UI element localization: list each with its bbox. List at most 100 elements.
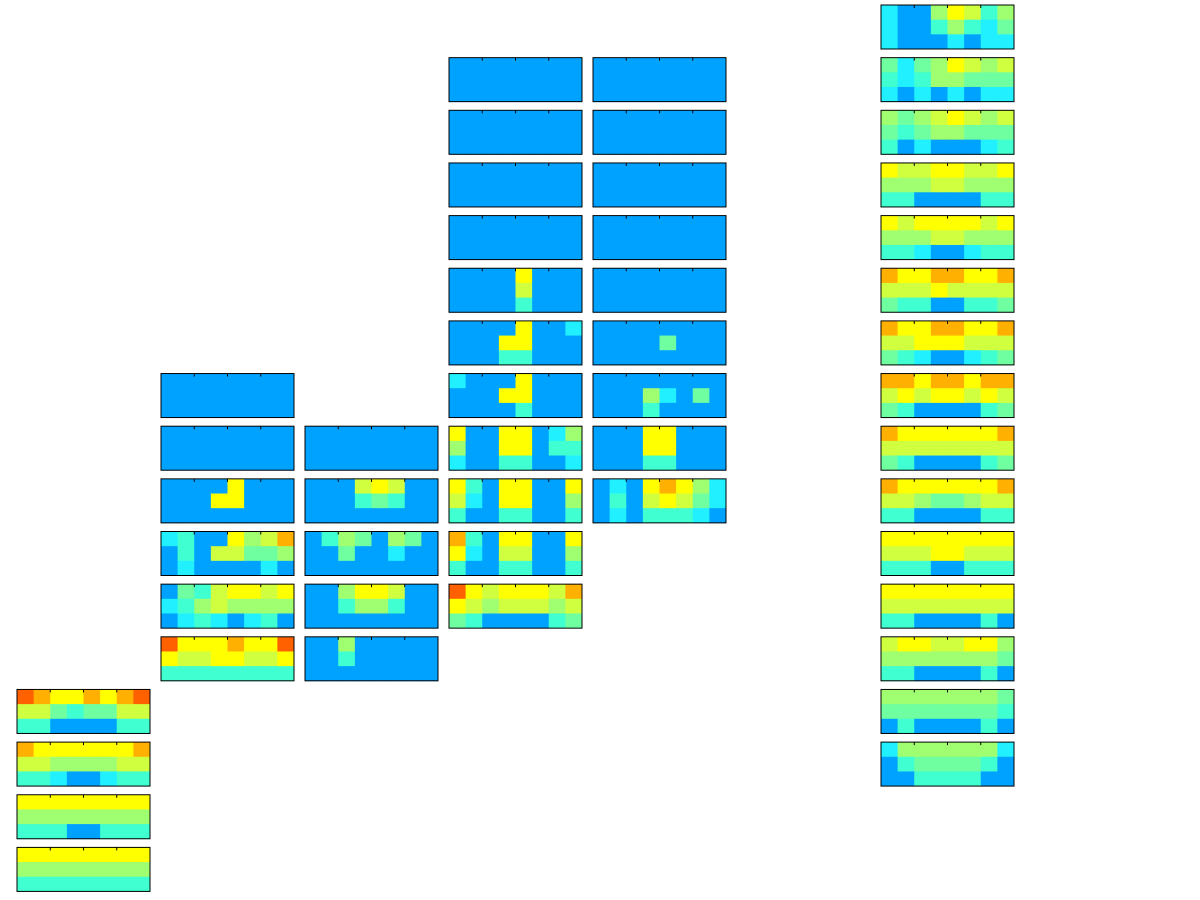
heatmap-cell bbox=[532, 350, 550, 366]
heatmap-cell bbox=[194, 598, 212, 614]
heatmap-cell bbox=[210, 584, 228, 600]
heatmap-cell bbox=[116, 809, 134, 825]
heatmap-cell bbox=[642, 493, 660, 509]
heatmap-cell bbox=[50, 771, 68, 787]
heatmap-cell bbox=[609, 244, 627, 260]
heatmap-cell bbox=[565, 110, 583, 126]
heatmap-cell bbox=[371, 560, 389, 576]
heatmap-cell bbox=[676, 388, 694, 404]
heatmap-cell bbox=[449, 230, 467, 246]
heatmap-cell bbox=[659, 139, 677, 155]
heatmap-cell bbox=[548, 192, 566, 208]
heatmap-cell bbox=[161, 455, 179, 471]
heatmap-cell bbox=[161, 666, 179, 682]
heatmap-cell bbox=[964, 756, 982, 772]
heatmap-cell bbox=[881, 177, 899, 193]
heatmap-cell bbox=[515, 124, 533, 141]
heatmap-cell bbox=[947, 162, 965, 179]
heatmap-cell bbox=[17, 794, 35, 810]
heatmap-cell bbox=[593, 335, 611, 351]
heatmap-cell bbox=[947, 192, 965, 208]
heatmap-cell bbox=[321, 560, 339, 576]
heatmap-cell bbox=[277, 373, 295, 389]
heatmap-cell bbox=[947, 651, 965, 667]
heatmap-cell bbox=[404, 440, 422, 456]
heatmap-cell bbox=[914, 34, 932, 50]
heatmap-cell bbox=[565, 373, 583, 389]
heatmap-cell bbox=[897, 350, 915, 366]
heatmap-cell bbox=[565, 508, 583, 524]
heatmap-cell bbox=[692, 177, 710, 193]
heatmap-cell bbox=[227, 373, 245, 389]
heatmap-cell bbox=[305, 508, 323, 524]
heatmap-cell bbox=[997, 613, 1015, 629]
heatmap-cell bbox=[305, 440, 323, 456]
heatmap-cell bbox=[676, 455, 694, 471]
heatmap-cell bbox=[498, 388, 516, 404]
heatmap-cell bbox=[964, 718, 982, 734]
heatmap-cell bbox=[449, 86, 467, 103]
heatmap-cell bbox=[980, 192, 998, 208]
heatmap-cell bbox=[515, 215, 533, 231]
heatmap-cell bbox=[676, 244, 694, 260]
heatmap-cell bbox=[897, 192, 915, 208]
heatmap-cell bbox=[930, 651, 948, 667]
heatmap-cell bbox=[515, 388, 533, 404]
heatmap-cell bbox=[709, 335, 727, 351]
heatmap-cell bbox=[371, 546, 389, 562]
heatmap-cell bbox=[964, 584, 982, 600]
heatmap-cell bbox=[194, 478, 212, 494]
heatmap-cell bbox=[100, 876, 118, 892]
heatmap-cell bbox=[964, 110, 982, 126]
heatmap-cell bbox=[17, 862, 35, 878]
heatmap-cell bbox=[947, 57, 965, 73]
heatmap-cell bbox=[881, 124, 899, 141]
heatmap-cell bbox=[897, 388, 915, 404]
heatmap-cell bbox=[897, 244, 915, 260]
heatmap-cell bbox=[930, 110, 948, 126]
heatmap-cell bbox=[354, 666, 372, 682]
heatmap-cell bbox=[930, 373, 948, 389]
heatmap-cell bbox=[609, 426, 627, 442]
heatmap-cell bbox=[404, 455, 422, 471]
heatmap-cell bbox=[709, 388, 727, 404]
heatmap-cell bbox=[227, 560, 245, 576]
heatmap-cell bbox=[930, 440, 948, 456]
heatmap-cell bbox=[692, 282, 710, 298]
heatmap-cell bbox=[609, 192, 627, 208]
heatmap-cell bbox=[997, 546, 1015, 562]
heatmap-cell bbox=[964, 5, 982, 21]
heatmap-cell bbox=[980, 388, 998, 404]
heatmap-cell bbox=[676, 162, 694, 179]
heatmap-cell bbox=[33, 689, 51, 705]
heatmap-cell bbox=[50, 704, 68, 720]
heatmap-cell bbox=[914, 440, 932, 456]
heatmap-cell bbox=[354, 636, 372, 652]
heatmap-cell bbox=[980, 455, 998, 471]
heatmap-cell bbox=[161, 560, 179, 576]
heatmap-cell bbox=[465, 230, 483, 246]
heatmap-cell bbox=[465, 531, 483, 547]
heatmap-cell bbox=[881, 584, 899, 600]
heatmap-cell bbox=[626, 244, 644, 260]
heatmap-cell bbox=[465, 162, 483, 179]
heatmap-cell bbox=[897, 402, 915, 418]
heatmap-cell bbox=[404, 426, 422, 442]
heatmap-cell bbox=[709, 478, 727, 494]
heatmap-cell bbox=[66, 862, 84, 878]
heatmap-cell bbox=[659, 320, 677, 336]
heatmap-cell bbox=[465, 478, 483, 494]
heatmap-cell bbox=[548, 584, 566, 600]
heatmap-cell bbox=[692, 335, 710, 351]
heatmap-cell bbox=[482, 402, 500, 418]
heatmap-cell bbox=[210, 426, 228, 442]
heatmap-cell bbox=[404, 478, 422, 494]
heatmap-cell bbox=[997, 373, 1015, 389]
heatmap-cell bbox=[930, 72, 948, 88]
heatmap-cell bbox=[709, 282, 727, 298]
heatmap-cell bbox=[709, 139, 727, 155]
heatmap-cell bbox=[676, 350, 694, 366]
heatmap-cell bbox=[371, 508, 389, 524]
heatmap-cell bbox=[676, 124, 694, 141]
heatmap-cell bbox=[465, 508, 483, 524]
